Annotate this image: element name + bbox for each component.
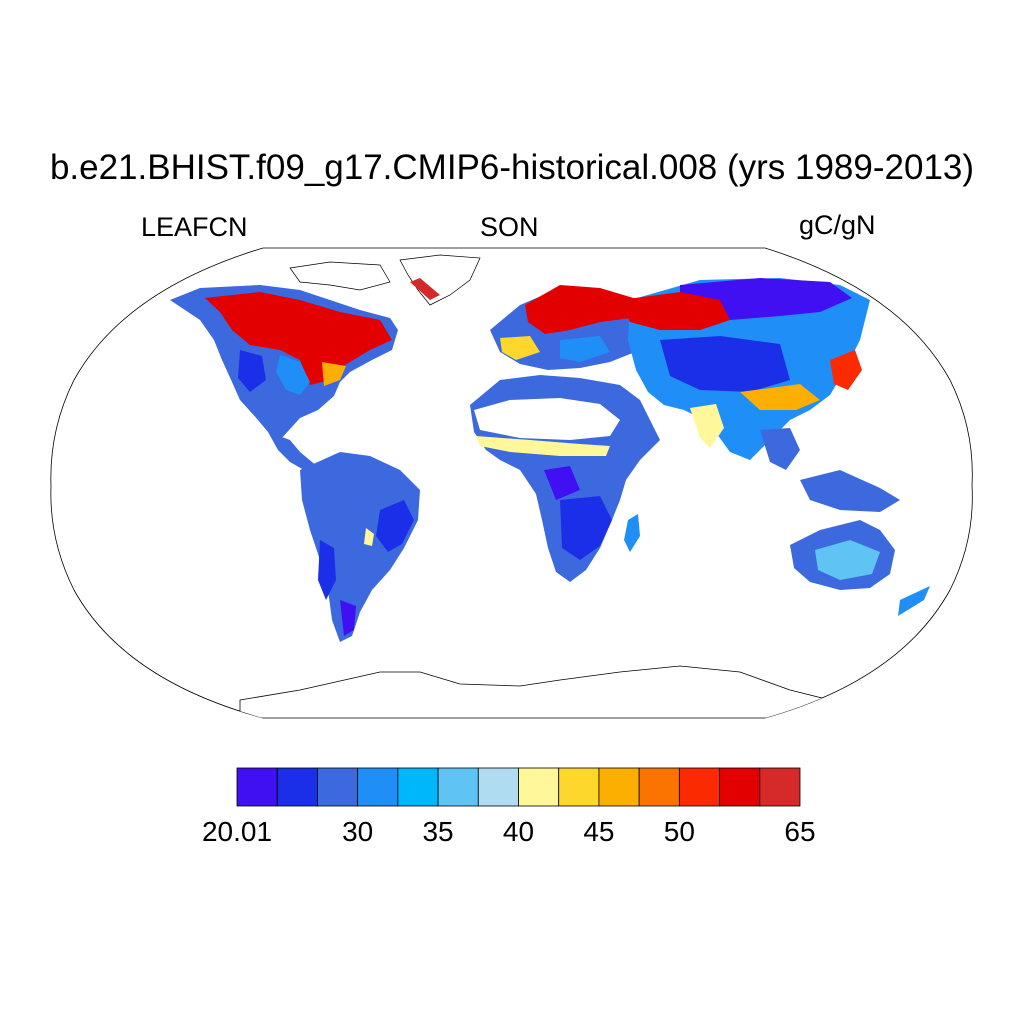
africa-patch bbox=[544, 466, 580, 500]
colorbar-swatch bbox=[477, 767, 519, 807]
north-america-boreal bbox=[205, 292, 392, 385]
south-america-patch bbox=[364, 528, 374, 546]
madagascar bbox=[624, 514, 640, 552]
colorbar-swatch bbox=[719, 767, 761, 807]
north-america-patch bbox=[322, 362, 346, 386]
colorbar-tick-label: 45 bbox=[583, 816, 615, 847]
europe-patch bbox=[500, 336, 540, 360]
south-america-patch bbox=[376, 500, 414, 552]
colorbar-tick-label: 30 bbox=[342, 816, 374, 847]
colorbar-swatch bbox=[759, 767, 801, 807]
colorbar-tick-label: 35 bbox=[422, 816, 454, 847]
north-america-patch bbox=[238, 350, 266, 392]
colorbar-tick-label: 50 bbox=[663, 816, 695, 847]
greenland-outline bbox=[399, 254, 481, 306]
colorbar-swatch bbox=[598, 767, 640, 807]
sahel-band bbox=[476, 436, 610, 456]
new-zealand bbox=[898, 586, 930, 616]
colorbar-swatch bbox=[397, 767, 439, 807]
europe-patch bbox=[560, 336, 610, 362]
variable-label: LEAFCN bbox=[141, 212, 248, 242]
india-patch bbox=[690, 404, 724, 448]
plot-title: b.e21.BHIST.f09_g17.CMIP6-historical.008… bbox=[49, 148, 975, 187]
colorbar-swatch bbox=[518, 767, 560, 807]
south-america-land bbox=[300, 452, 420, 642]
scandinavia-boreal bbox=[525, 285, 640, 334]
colorbar-tick-label: 40 bbox=[502, 816, 535, 847]
australia-interior bbox=[815, 540, 880, 580]
colorbar-swatch bbox=[317, 767, 359, 807]
colorbar-swatch bbox=[276, 767, 318, 807]
colorbar-swatch bbox=[236, 767, 278, 807]
africa-patch bbox=[560, 496, 612, 560]
indonesia-islands bbox=[800, 470, 900, 512]
southeast-asia-land bbox=[760, 428, 800, 470]
colorbar-swatch bbox=[437, 767, 479, 807]
season-label: SON bbox=[480, 212, 539, 242]
arctic-islands bbox=[289, 261, 391, 291]
colorbar-swatch bbox=[678, 767, 720, 807]
colorbar-tick-label: 20.01 bbox=[201, 816, 273, 847]
south-america-patch bbox=[340, 600, 356, 636]
colorbar-swatch bbox=[357, 767, 399, 807]
asia-boreal bbox=[620, 292, 730, 330]
colorbar-tick-label: 65 bbox=[784, 816, 816, 847]
units-label: gC/gN bbox=[799, 210, 876, 240]
east-asia-coast bbox=[830, 350, 862, 390]
sahara-desert bbox=[474, 398, 620, 440]
colorbar bbox=[236, 767, 801, 807]
south-america-patch bbox=[318, 540, 336, 600]
greenland-coast bbox=[410, 278, 440, 300]
asia-patch bbox=[740, 384, 820, 410]
colorbar-swatch bbox=[638, 767, 680, 807]
colorbar-swatch bbox=[558, 767, 600, 807]
asia-patch bbox=[660, 336, 790, 392]
north-america-patch bbox=[276, 355, 310, 395]
